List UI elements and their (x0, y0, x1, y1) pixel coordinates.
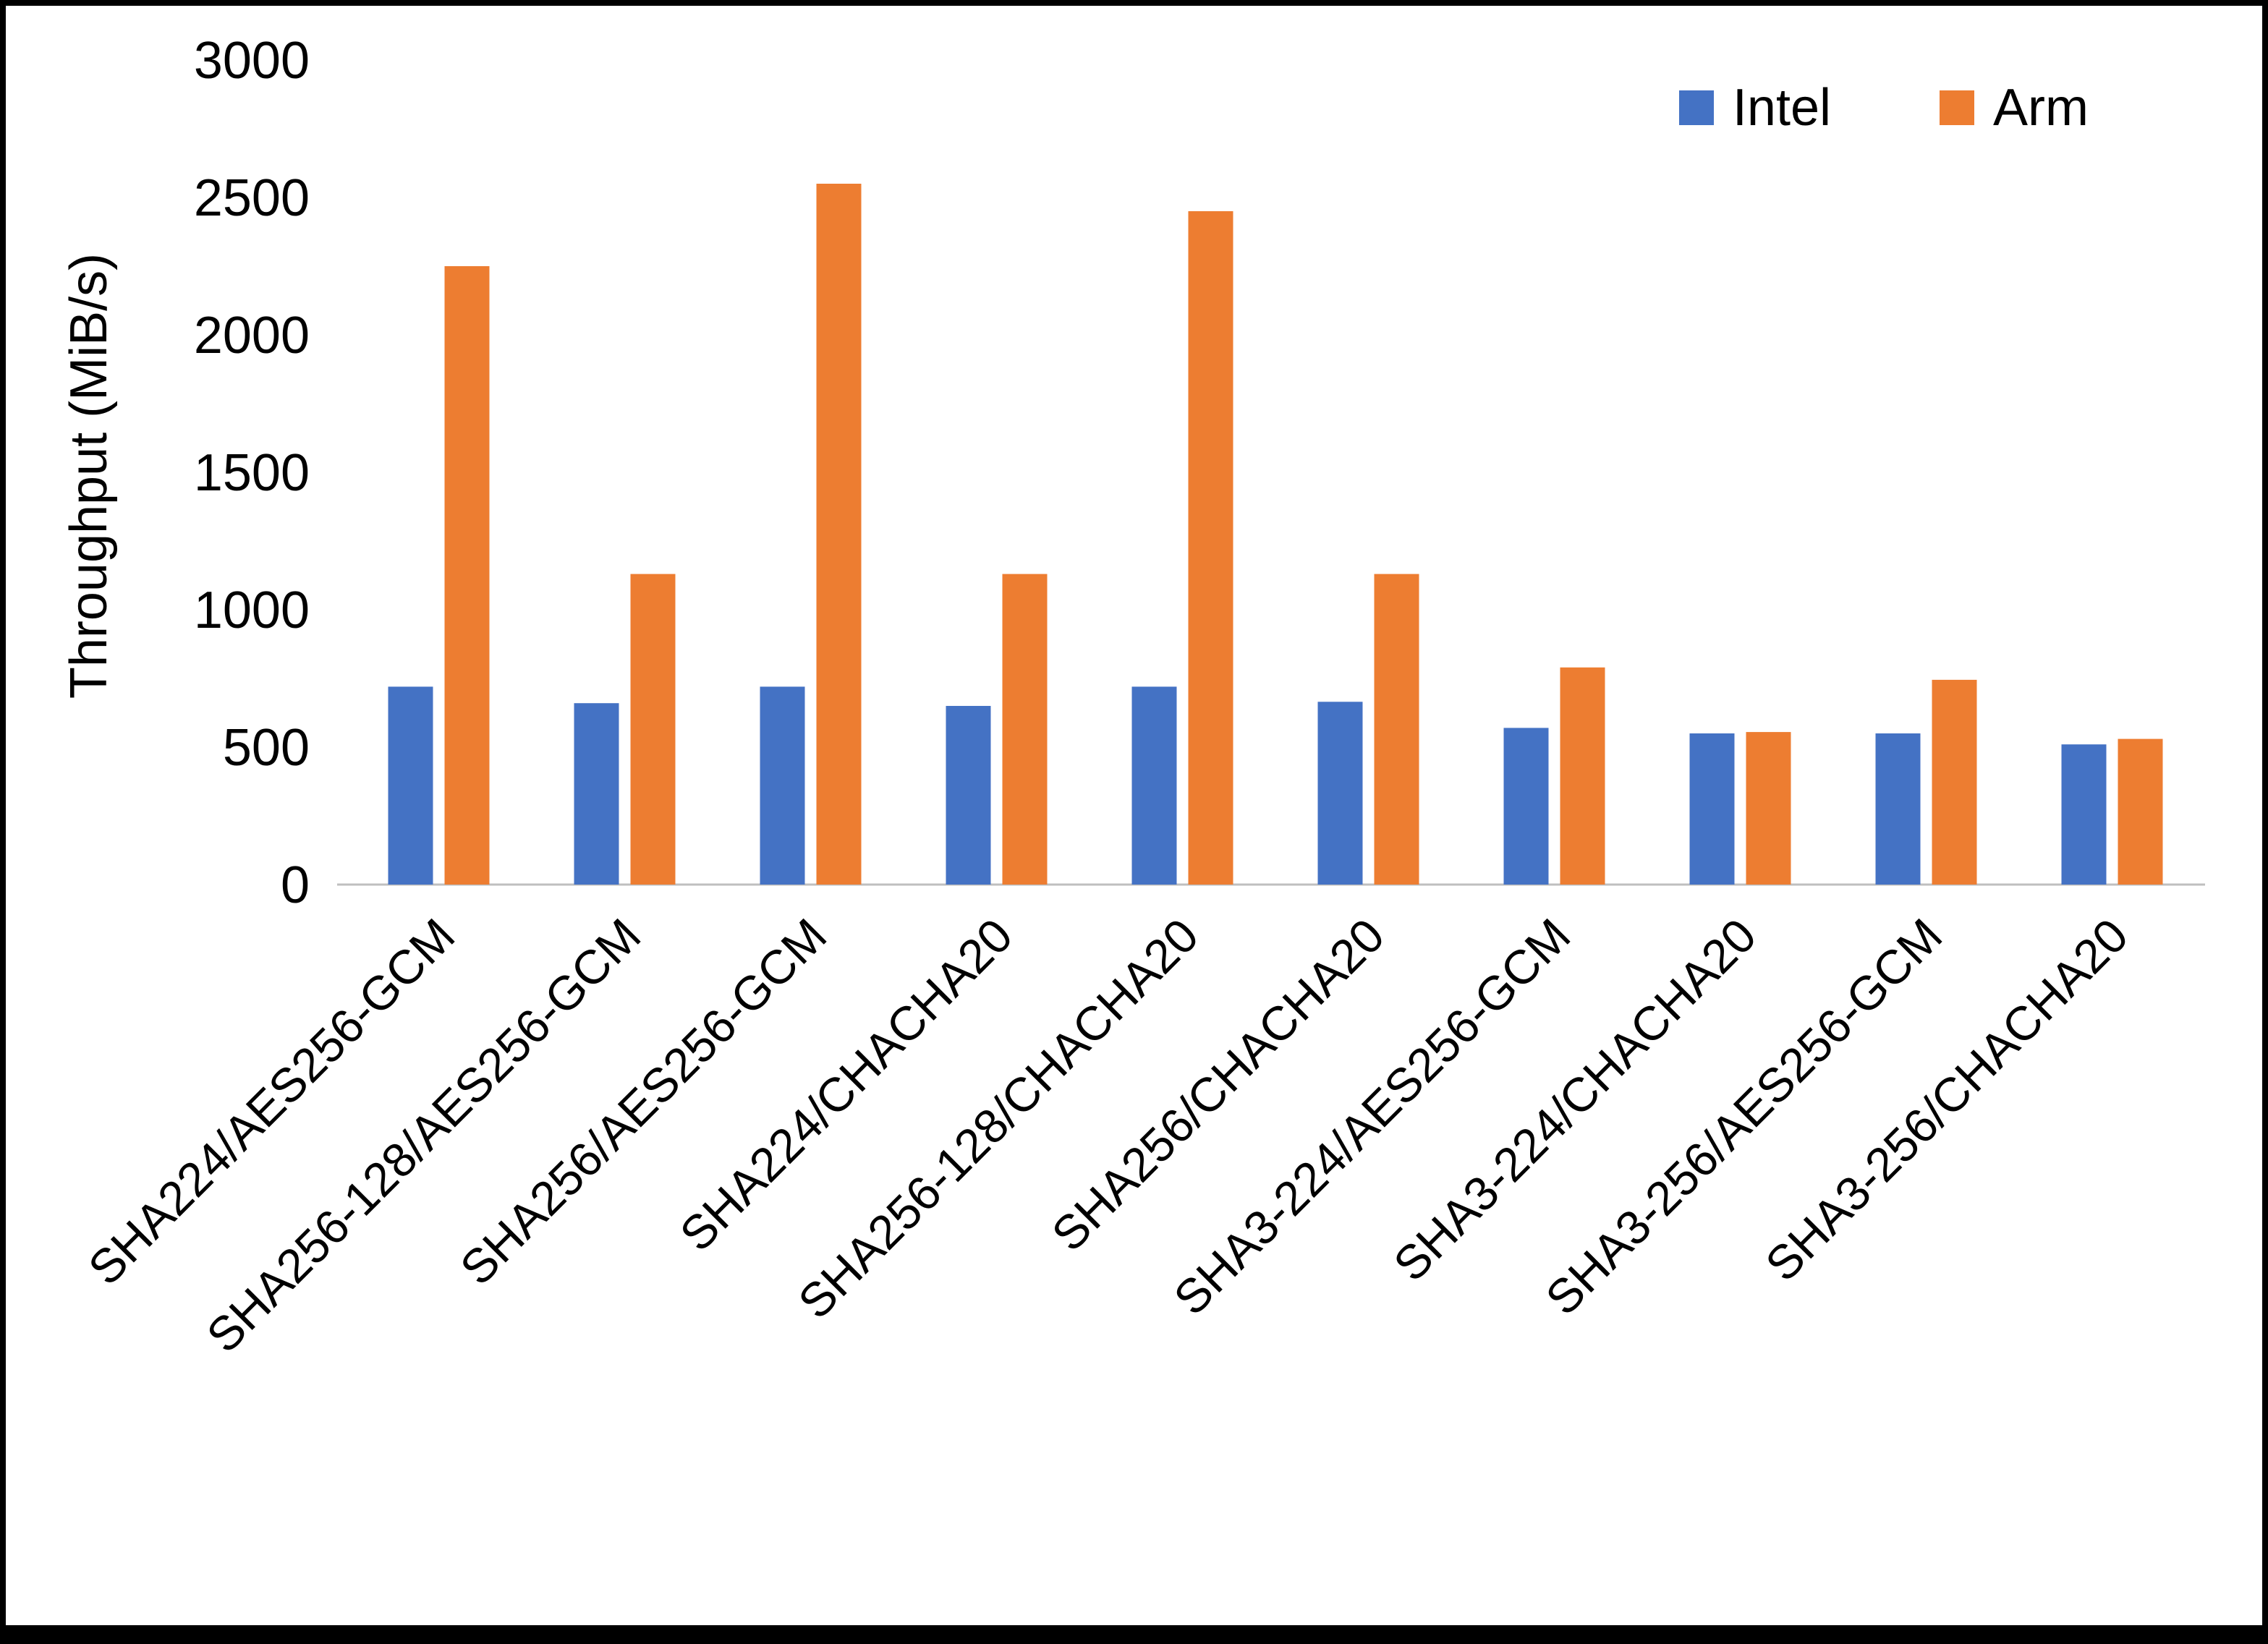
bar-intel-3 (946, 706, 991, 885)
y-tick-label: 2500 (194, 169, 310, 227)
bar-intel-4 (1131, 686, 1177, 885)
bar-arm-0 (444, 266, 490, 885)
legend-swatch-intel (1678, 90, 1714, 125)
bar-arm-7 (1746, 732, 1791, 885)
y-tick-label: 1000 (194, 582, 310, 639)
legend-item-arm: Arm (1940, 78, 2089, 137)
y-tick-label: 0 (281, 856, 310, 914)
x-category-label: SHA256/CHACHA20 (1041, 908, 1394, 1261)
legend: Intel Arm (1678, 78, 2089, 137)
bar-arm-4 (1188, 211, 1233, 885)
bar-intel-9 (2061, 744, 2107, 885)
y-tick-label: 3000 (194, 32, 310, 90)
bar-arm-3 (1002, 574, 1048, 885)
x-category-label: SHA3-224/AES256-GCM (1163, 908, 1580, 1325)
bar-arm-1 (630, 574, 676, 885)
bar-intel-5 (1317, 702, 1363, 885)
legend-swatch-arm (1940, 90, 1975, 125)
legend-label-arm: Arm (1993, 79, 2089, 137)
legend-item-intel: Intel (1678, 78, 1832, 137)
x-category-label: SHA3-224/CHACHA20 (1383, 908, 1767, 1292)
y-axis-title: Throughput (MiB/s) (60, 252, 118, 699)
legend-label-intel: Intel (1732, 79, 1832, 137)
bar-intel-8 (1875, 733, 1921, 885)
x-category-label: SHA224/CHACHA20 (669, 908, 1022, 1261)
bar-intel-0 (388, 686, 433, 885)
x-category-label: SHA3-256/AES256-GCM (1535, 908, 1952, 1325)
y-tick-label: 1500 (194, 444, 310, 502)
bar-intel-1 (574, 703, 619, 885)
bar-arm-5 (1374, 574, 1419, 885)
x-category-label: SHA3-256/CHACHA20 (1755, 908, 2139, 1292)
bar-chart: 0 500 1000 1500 2000 2500 3000 SHA224/AES256-GC… (78, 32, 2205, 1363)
bar-arm-2 (816, 184, 862, 885)
x-category-label: SHA256/AES256-GCM (450, 908, 837, 1295)
bar-intel-2 (760, 686, 805, 885)
bar-arm-8 (1932, 679, 1977, 885)
bar-arm-6 (1560, 667, 1605, 885)
y-tick-label: 2000 (194, 307, 310, 365)
bar-arm-9 (2118, 738, 2163, 885)
x-category-label: SHA224/AES256-GCM (78, 908, 465, 1295)
y-tick-label: 500 (223, 719, 310, 777)
bar-intel-6 (1503, 728, 1549, 885)
bar-intel-7 (1689, 733, 1735, 885)
